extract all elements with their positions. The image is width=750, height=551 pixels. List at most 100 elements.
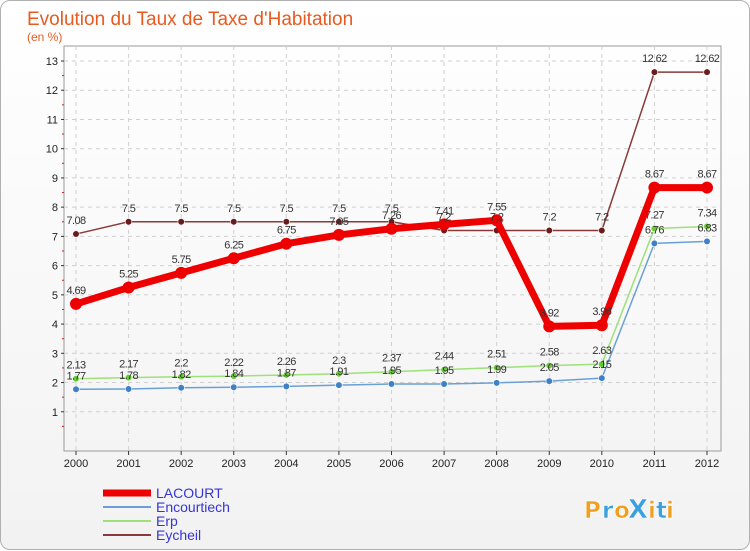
data-label-eycheil: 7.2 xyxy=(490,212,504,224)
point-eycheil xyxy=(598,226,606,235)
data-label-eycheil: 7.5 xyxy=(280,203,294,215)
data-label-eycheil: 7.5 xyxy=(332,203,346,215)
point-lacourt xyxy=(122,281,135,294)
point-eycheil xyxy=(282,218,290,226)
logo-letter: P xyxy=(584,498,601,524)
data-label-encourtiech: 1.84 xyxy=(224,368,243,380)
logo-letter: r xyxy=(602,498,614,524)
point-encourtiech xyxy=(335,381,343,389)
x-tick-label: 2008 xyxy=(484,458,508,470)
logo-letter: i xyxy=(648,498,656,524)
point-lacourt xyxy=(227,252,240,265)
point-lacourt xyxy=(175,266,188,279)
y-tick-label: 3 xyxy=(52,348,58,360)
data-label-erp: 7.34 xyxy=(697,207,716,219)
data-label-erp: 2.37 xyxy=(382,353,401,365)
point-erp xyxy=(493,364,501,372)
data-label-erp: 2.58 xyxy=(540,347,559,359)
logo-letter: o xyxy=(614,498,630,524)
data-label-erp: 2.26 xyxy=(277,356,296,368)
point-eycheil xyxy=(335,218,343,226)
point-eycheil xyxy=(124,218,133,226)
point-encourtiech xyxy=(545,377,553,385)
point-encourtiech xyxy=(230,383,238,391)
data-label-encourtiech: 1.99 xyxy=(487,364,506,376)
legend-label-encourtiech: Encourtiech xyxy=(156,499,230,515)
point-encourtiech xyxy=(387,380,396,388)
data-label-erp: 2.22 xyxy=(224,357,243,369)
point-encourtiech xyxy=(703,237,711,245)
point-erp xyxy=(72,375,80,383)
data-label-encourtiech: 6.83 xyxy=(697,222,716,234)
data-label-lacourt: 6.75 xyxy=(277,225,296,237)
x-tick-label: 2011 xyxy=(643,458,667,470)
point-erp xyxy=(387,368,396,376)
chart-title: Evolution du Taux de Taxe d'Habitation xyxy=(27,9,353,30)
legend-label-lacourt: LACOURT xyxy=(156,485,223,501)
data-label-erp: 2.44 xyxy=(435,351,454,363)
point-erp xyxy=(282,371,290,379)
point-encourtiech xyxy=(177,384,185,392)
y-tick-label: 4 xyxy=(52,319,58,331)
point-erp xyxy=(598,360,606,368)
point-erp xyxy=(545,361,553,370)
point-lacourt xyxy=(70,297,82,310)
data-label-encourtiech: 1.95 xyxy=(382,365,401,377)
data-label-lacourt: 3.96 xyxy=(592,306,611,318)
y-tick-label: 7 xyxy=(52,231,58,243)
data-label-eycheil: 7.5 xyxy=(385,203,399,215)
y-tick-label: 10 xyxy=(46,144,58,156)
x-tick-label: 2004 xyxy=(274,458,298,470)
data-label-encourtiech: 2.05 xyxy=(540,362,559,374)
point-lacourt xyxy=(280,237,293,250)
data-label-layer: 4.69 5.25 5.75 6.25 6.75 7.05 7.26 7.41 7.55 3.92… xyxy=(66,53,720,382)
point-lacourt xyxy=(385,222,398,235)
data-label-lacourt: 3.92 xyxy=(540,307,559,319)
y-tick-label: 6 xyxy=(52,261,58,273)
point-encourtiech xyxy=(650,239,659,247)
x-tick-label: 2003 xyxy=(222,458,246,470)
data-label-eycheil: 7.2 xyxy=(595,212,609,224)
data-label-eycheil: 7.08 xyxy=(66,215,85,227)
point-eycheil xyxy=(545,226,553,235)
point-eycheil xyxy=(72,230,80,238)
point-encourtiech xyxy=(72,385,80,393)
y-tick-label: 12 xyxy=(46,85,58,97)
data-label-erp: 2.51 xyxy=(487,349,506,361)
point-lacourt xyxy=(648,181,661,194)
data-label-lacourt: 7.55 xyxy=(487,201,506,213)
point-erp xyxy=(650,224,659,233)
data-label-eycheil: 12.62 xyxy=(695,53,720,65)
y-tick-label: 11 xyxy=(47,114,58,126)
data-label-encourtiech: 1.91 xyxy=(329,366,348,378)
point-eycheil xyxy=(230,218,238,226)
data-label-lacourt: 8.67 xyxy=(645,169,664,181)
data-label-eycheil: 7.5 xyxy=(174,203,188,215)
chart-subtitle: (en %) xyxy=(27,30,62,44)
point-erp xyxy=(335,370,343,378)
logo-letter: X xyxy=(628,495,648,525)
data-label-lacourt: 5.25 xyxy=(119,269,138,281)
data-label-erp: 2.63 xyxy=(592,345,611,357)
plot-border xyxy=(63,45,722,452)
data-label-erp: 2.2 xyxy=(174,358,188,370)
data-label-erp: 2.17 xyxy=(119,359,138,371)
data-label-erp: 2.13 xyxy=(66,360,85,372)
y-tick-label: 8 xyxy=(52,202,58,214)
point-erp xyxy=(703,222,711,231)
data-label-encourtiech: 6.76 xyxy=(645,224,664,236)
point-encourtiech xyxy=(440,380,448,388)
x-tick-label: 2000 xyxy=(64,458,88,470)
data-label-lacourt: 7.26 xyxy=(382,210,401,222)
data-label-eycheil: 7.5 xyxy=(122,203,136,215)
data-label-encourtiech: 1.95 xyxy=(435,365,454,377)
point-lacourt xyxy=(701,181,713,194)
data-label-encourtiech: 1.77 xyxy=(66,370,85,382)
y-tick-label: 9 xyxy=(52,173,58,185)
y-tick-label: 5 xyxy=(52,290,58,302)
legend-label-eycheil: Eycheil xyxy=(156,527,201,543)
data-label-encourtiech: 2.15 xyxy=(592,359,611,371)
